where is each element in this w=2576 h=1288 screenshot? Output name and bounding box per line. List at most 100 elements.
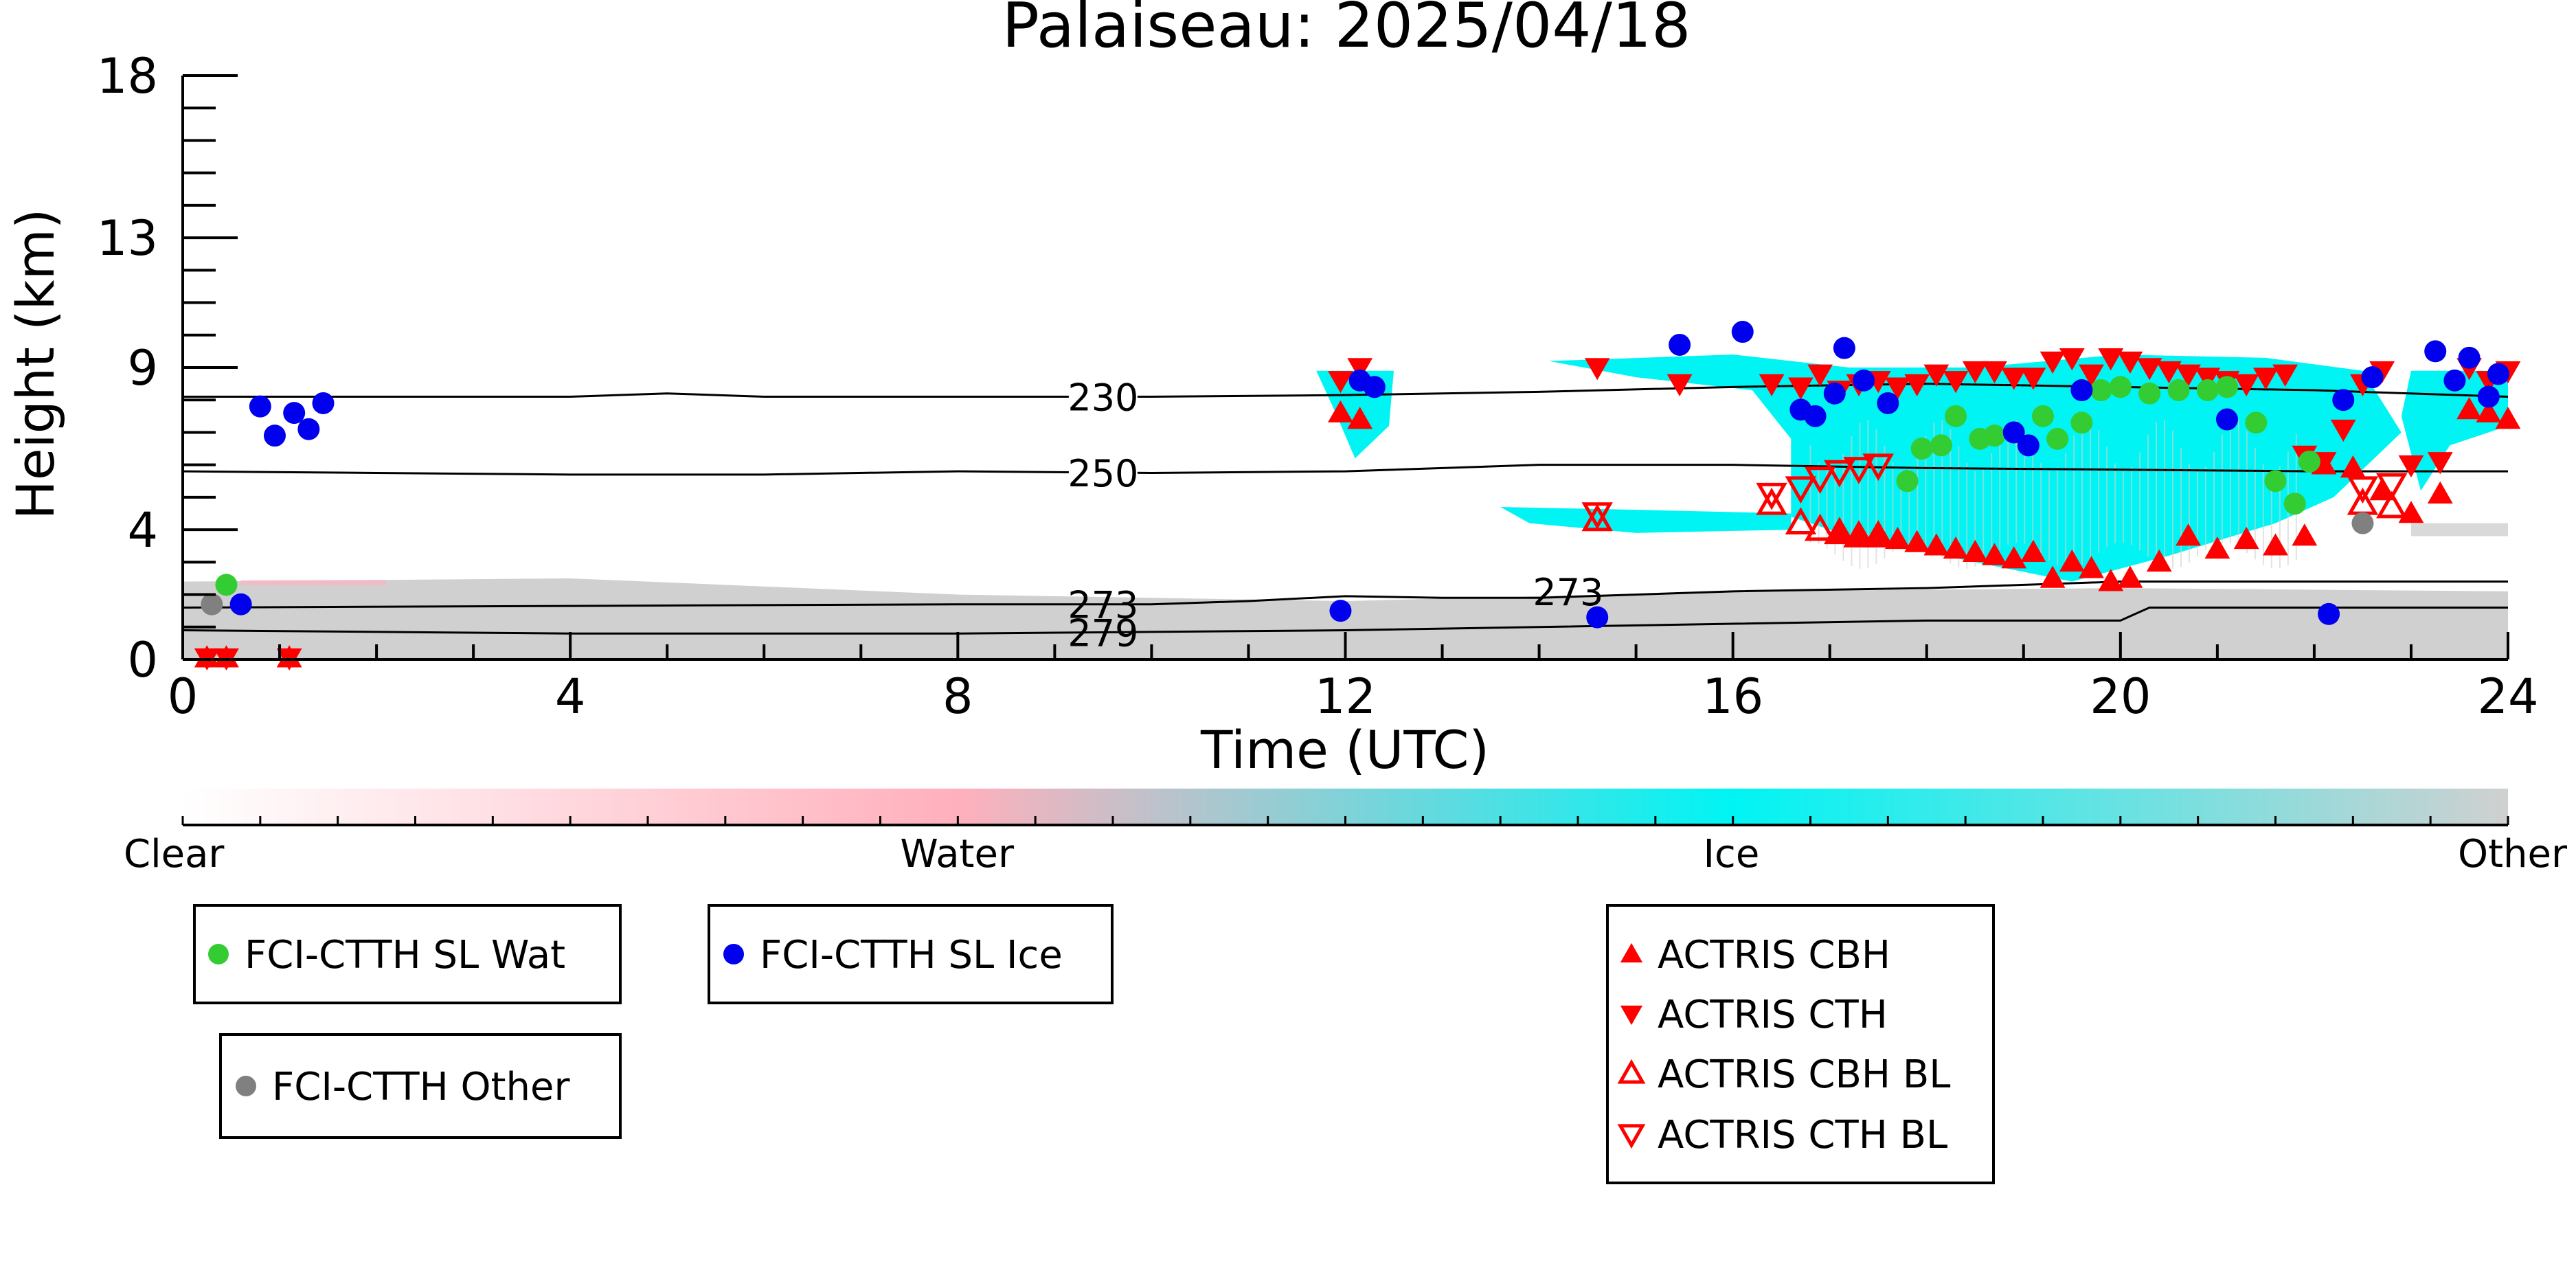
markers-layer [194,321,2521,671]
y-tick-label: 18 [97,48,158,104]
fci-ctth-sl-ice-marker [312,392,335,414]
actris-cbh-marker [1982,543,2007,565]
actris-cth-marker [1787,377,1814,400]
fci-ctth-sl-wat-marker [2032,405,2054,427]
actris-cbh-bl-marker [1862,520,1894,547]
fci-ctth-other-legend-marker [236,1076,256,1096]
fci-ctth-sl-ice-marker [2070,379,2093,402]
actris-cbh-marker [2146,549,2172,572]
fci-ctth-sl-wat-legend-marker [208,944,229,964]
colorbar-label-clear: Clear [124,832,225,877]
fci-ctth-other-marker [2351,512,2374,534]
actris-cbh-marker [2176,523,2201,546]
actris-cth-marker [2252,368,2279,390]
actris-cbh-marker [2040,565,2066,588]
actris-cth-marker [2176,364,2201,387]
fci-ctth-sl-wat-marker [2046,427,2069,450]
actris-cth-marker [1904,374,1930,397]
actris-cth-marker [1807,364,1833,387]
fci-ctth-sl-wat-marker [2109,376,2132,398]
fci-ctth-sl-wat-marker [2196,379,2219,402]
fci-ctth-sl-ice-marker [2215,408,2238,431]
actris-cth-bl-legend-label: ACTRIS CTH BL [1658,1113,1947,1157]
y-ticks: 0 4 9 13 18 [97,48,238,688]
fci-ctth-other-legend-label: FCI-CTTH Other [272,1065,570,1109]
actris-cth-bl-marker [1843,457,1875,484]
fci-ctth-sl-ice-marker [2477,385,2500,408]
fci-ctth-sl-wat-marker [2298,450,2320,473]
chart-title: Palaiseau: 2025/04/18 [1002,0,1691,62]
fci-ctth-sl-ice-legend-marker [723,944,744,964]
fci-ctth-sl-wat-marker [215,574,238,596]
actris-cth-marker [1885,377,1910,400]
fci-ctth-sl-wat-marker [2264,470,2287,493]
fci-ctth-sl-wat-marker [1910,438,1933,460]
legend-box-other [219,1033,622,1139]
y-axis-label: Height (km) [5,209,66,520]
fci-ctth-sl-wat-marker [1896,470,1919,493]
colorbar-label-water: Water [900,832,1015,877]
actris-cth-bl-marker [1804,466,1836,494]
fci-ctth-sl-wat-marker [2070,411,2093,434]
fci-ctth-sl-ice-marker [249,395,271,418]
actris-cbh-marker [1923,533,1950,556]
legend-box-wat [193,904,622,1004]
actris-cth-marker [1328,371,1353,394]
actris-cbh-marker [2340,455,2366,478]
fci-ctth-sl-ice-marker [1823,382,1846,405]
fci-ctth-sl-ice-marker [1329,600,1352,622]
actris-cbh-marker [2292,523,2318,546]
x-axis-label: Time (UTC) [1200,719,1489,780]
fci-ctth-sl-wat-marker [2090,379,2112,402]
fci-ctth-sl-ice-marker [2458,346,2481,369]
colorbar-label-other: Other [2458,832,2568,877]
actris-cth-bl-marker [2376,473,2408,501]
actris-cth-marker [2136,358,2162,381]
x-tick-label: 12 [1315,668,1376,725]
actris-cth-marker [2001,368,2027,390]
x-tick-label: 24 [2477,668,2538,725]
fci-ctth-sl-ice-marker [1586,606,1609,629]
fci-ctth-sl-ice-marker [297,418,320,440]
fci-ctth-other-marker [201,593,223,615]
actris-cbh-bl-marker [2376,490,2408,519]
actris-cth-legend-label: ACTRIS CTH [1658,993,1888,1037]
actris-cth-marker [2272,364,2298,387]
fci-ctth-sl-ice-marker [2487,363,2509,385]
actris-cth-marker [1943,371,1969,394]
fci-ctth-sl-ice-marker [263,425,286,447]
fci-ctth-sl-wat-marker [2215,376,2238,398]
actris-cth-marker [2040,351,2066,374]
fci-ctth-sl-wat-marker [2138,382,2161,405]
actris-cth-marker [2195,368,2221,390]
actris-cth-bl-marker [1824,460,1855,488]
contour-label: 230 [1067,376,1138,420]
actris-cth-marker [1584,358,1610,381]
fci-ctth-sl-ice-marker [2017,434,2040,457]
actris-cth-marker [2233,374,2259,397]
actris-cth-bl-legend-marker [1617,1124,1646,1149]
contour-279 [183,606,2508,635]
x-tick-label: 4 [555,668,586,725]
actris-cbh-marker [1328,400,1353,422]
actris-cth-marker [2098,348,2124,371]
x-tick-label: 16 [1702,668,1763,725]
actris-cbh-marker [1962,539,1988,562]
fci-ctth-sl-ice-marker [1731,321,1754,343]
legend-box-actris [1606,904,1995,1184]
actris-cth-bl-marker [1785,476,1817,504]
actris-cth-marker [2059,348,2085,371]
y-tick-label: 13 [97,210,158,267]
actris-cth-marker [2020,368,2046,390]
contour-label-bg [1068,452,1138,493]
actris-cth-marker [2398,455,2424,478]
actris-cbh-bl-marker [1824,517,1855,545]
actris-cth-marker [2117,351,2143,374]
actris-cbh-bl-marker [1756,487,1787,515]
actris-cbh-marker [2117,565,2143,588]
actris-cth-marker [1923,364,1950,387]
legends: FCI-CTTH SL Wat FCI-CTTH SL Ice FCI-CTTH O… [193,904,1995,1184]
actris-cbh-marker [1865,523,1891,546]
fci-ctth-sl-wat-marker [2167,379,2190,402]
